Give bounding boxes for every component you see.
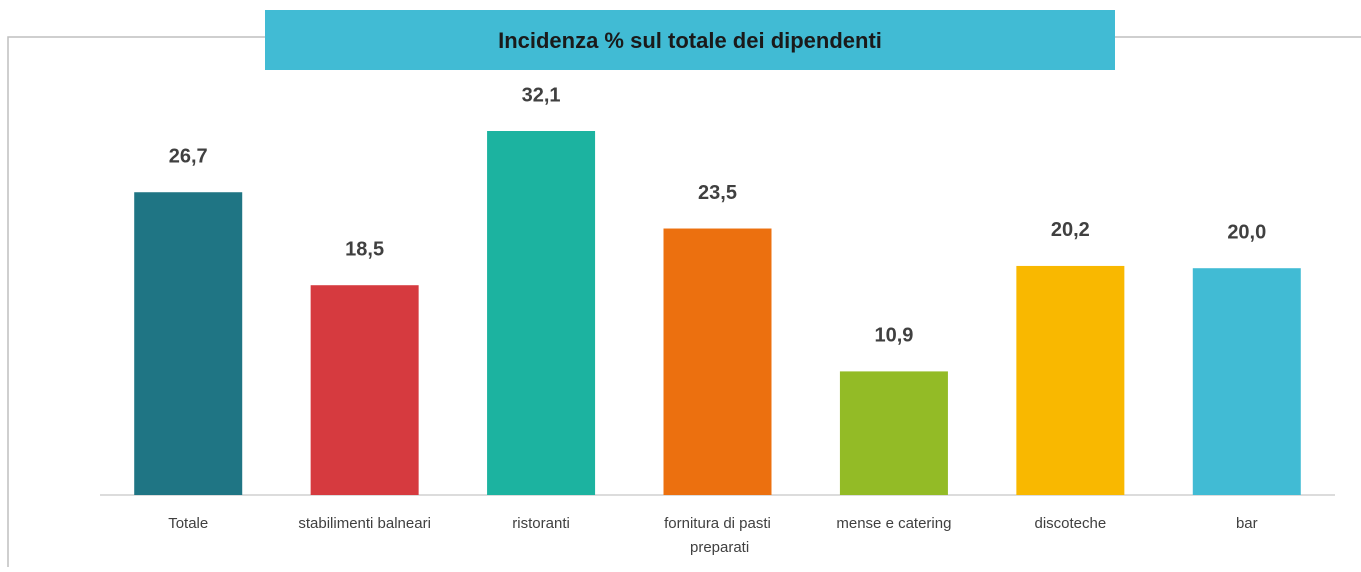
x-tick-label: fornitura di pasti preparati — [664, 515, 771, 556]
value-label: 20,2 — [1051, 219, 1090, 241]
frame — [7, 36, 265, 567]
bar — [1016, 265, 1125, 495]
value-label: 32,1 — [522, 84, 561, 106]
x-tick-label: discoteche — [1034, 515, 1106, 532]
value-label: 18,5 — [345, 238, 384, 260]
value-label: 23,5 — [698, 182, 737, 204]
value-label: 10,9 — [874, 325, 913, 347]
value-label: 26,7 — [169, 146, 208, 168]
x-tick-label: mense e catering — [836, 515, 951, 532]
title-box — [265, 10, 1115, 70]
chart-title: Incidenza % sul totale dei dipendenti — [498, 28, 882, 53]
x-tick-label: ristoranti — [512, 515, 570, 532]
bar — [839, 371, 948, 495]
bar — [663, 228, 772, 495]
bar — [1192, 268, 1301, 495]
bar — [310, 285, 419, 495]
bar — [487, 131, 596, 495]
bar — [134, 192, 243, 495]
x-tick-label: stabilimenti balneari — [298, 515, 431, 532]
x-tick-label: bar — [1236, 515, 1258, 532]
x-tick-label: Totale — [168, 515, 208, 532]
value-label: 20,0 — [1227, 221, 1266, 243]
